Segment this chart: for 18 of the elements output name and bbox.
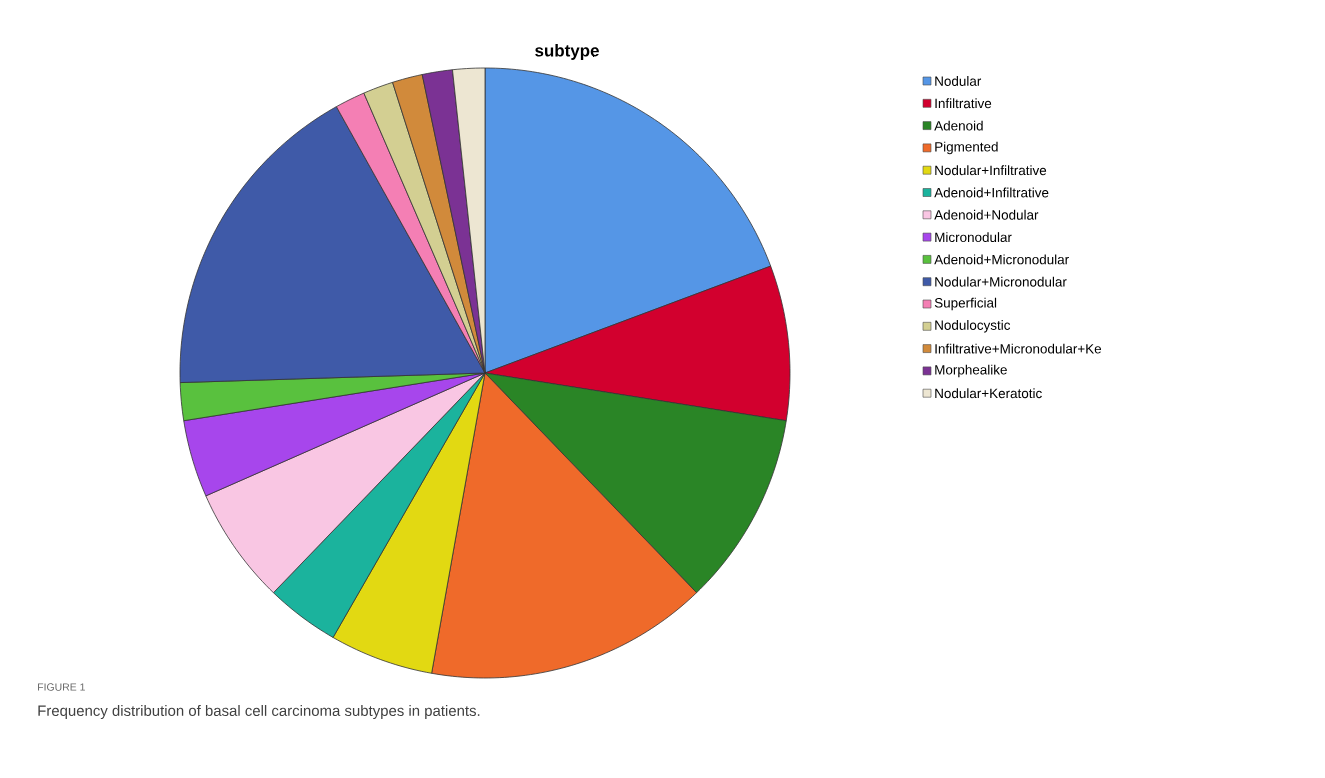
legend-label: Nodular+Infiltrative	[935, 165, 1047, 176]
caption: FIGURE 1	[38, 683, 85, 691]
legend-label: Micronodular	[935, 232, 1012, 243]
legend-label: Morphealike	[935, 364, 1007, 378]
legend-label: Adenoid+Nodular	[934, 209, 1039, 220]
legend-label: Superficial	[934, 297, 997, 311]
legend-label: Adenoid+Micronodular	[934, 254, 1069, 265]
legend-label: Pigmented	[935, 141, 998, 155]
legend-label: Infiltrative	[935, 98, 992, 109]
legend-label: Adenoid	[934, 120, 983, 131]
text: Frequency distribution of basal cell carcinoma subtypes in patients.	[38, 705, 480, 719]
legend-label: Nodular+Micronodular	[935, 276, 1067, 287]
legend-label: Nodular+Keratotic	[935, 388, 1042, 399]
legend-label: Infiltrative+Micronodular+Ke	[935, 343, 1102, 354]
chart-title: subtype	[535, 44, 599, 60]
legend-label: Nodulocystic	[935, 320, 1011, 333]
legend-label: Nodular	[935, 76, 982, 86]
legend-label: Adenoid+Infiltrative	[934, 187, 1049, 198]
